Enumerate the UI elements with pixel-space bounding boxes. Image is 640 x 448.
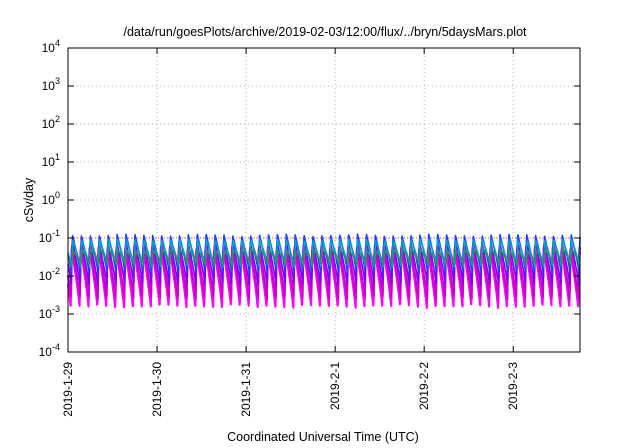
series-line — [67, 247, 581, 267]
x-tick-label: 2019-2-1 — [328, 362, 342, 410]
chart-title: /data/run/goesPlots/archive/2019-02-03/1… — [123, 25, 527, 39]
y-tick-label: 10-2 — [39, 266, 60, 283]
y-tick-label: 10-4 — [39, 342, 60, 359]
series-line — [67, 238, 581, 268]
x-axis-ticks: 2019-1-29 2019-1-30 2019-1-31 2019-2-1 2019-… — [61, 48, 520, 417]
y-tick-label: 104 — [42, 38, 60, 55]
x-tick-label: 2019-2-2 — [417, 362, 431, 410]
y-tick-label: 10-3 — [39, 304, 60, 321]
y-tick-label: 100 — [42, 190, 60, 207]
x-tick-label: 2019-1-29 — [61, 362, 75, 417]
y-axis-ticks: 10-4 10-3 10-2 10-1 100 101 102 103 104 — [39, 38, 580, 359]
x-tick-label: 2019-2-3 — [506, 362, 520, 410]
y-tick-label: 103 — [42, 76, 60, 93]
x-tick-label: 2019-1-31 — [239, 362, 253, 417]
y-tick-label: 10-1 — [39, 228, 60, 245]
y-axis-title: cSv/day — [22, 177, 36, 222]
x-tick-label: 2019-1-30 — [150, 362, 164, 417]
x-axis-title: Coordinated Universal Time (UTC) — [227, 430, 419, 444]
y-tick-label: 102 — [42, 114, 60, 131]
y-tick-label: 101 — [42, 152, 60, 169]
series-group — [66, 233, 582, 309]
grid-lines — [67, 47, 580, 353]
